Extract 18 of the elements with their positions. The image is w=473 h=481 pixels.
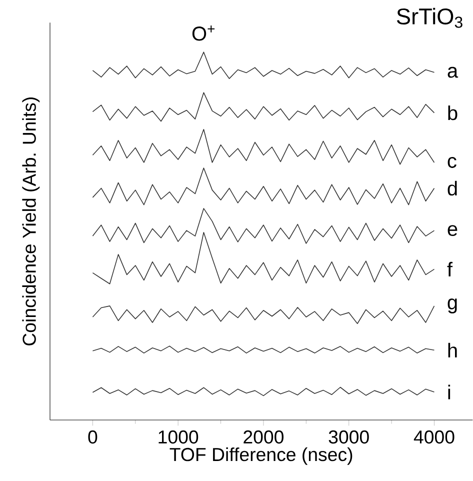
series-label: b: [448, 105, 458, 120]
series-label: i: [448, 384, 450, 400]
x-tick-label: 2000: [244, 430, 284, 444]
series-label: d: [448, 180, 457, 196]
x-tick-label: 1000: [158, 430, 198, 444]
series-label: f: [447, 262, 453, 276]
y-axis-title: Coincidence Yield (Arb. Units): [22, 98, 40, 346]
series-label: h: [448, 342, 457, 358]
x-tick-label: 0: [88, 430, 98, 444]
chart-title: SrTiO$_{3}$: [396, 8, 462, 28]
x-tick-label: 4000: [414, 430, 454, 444]
x-axis-title: TOF Difference (nsec): [170, 447, 352, 465]
series-label: g: [448, 298, 457, 314]
series-label: a: [448, 66, 458, 78]
x-tick-label: 3000: [328, 430, 369, 444]
series-label: c: [448, 157, 456, 168]
annotation: O$^{+}$: [192, 25, 215, 41]
series-label: e: [448, 225, 458, 236]
